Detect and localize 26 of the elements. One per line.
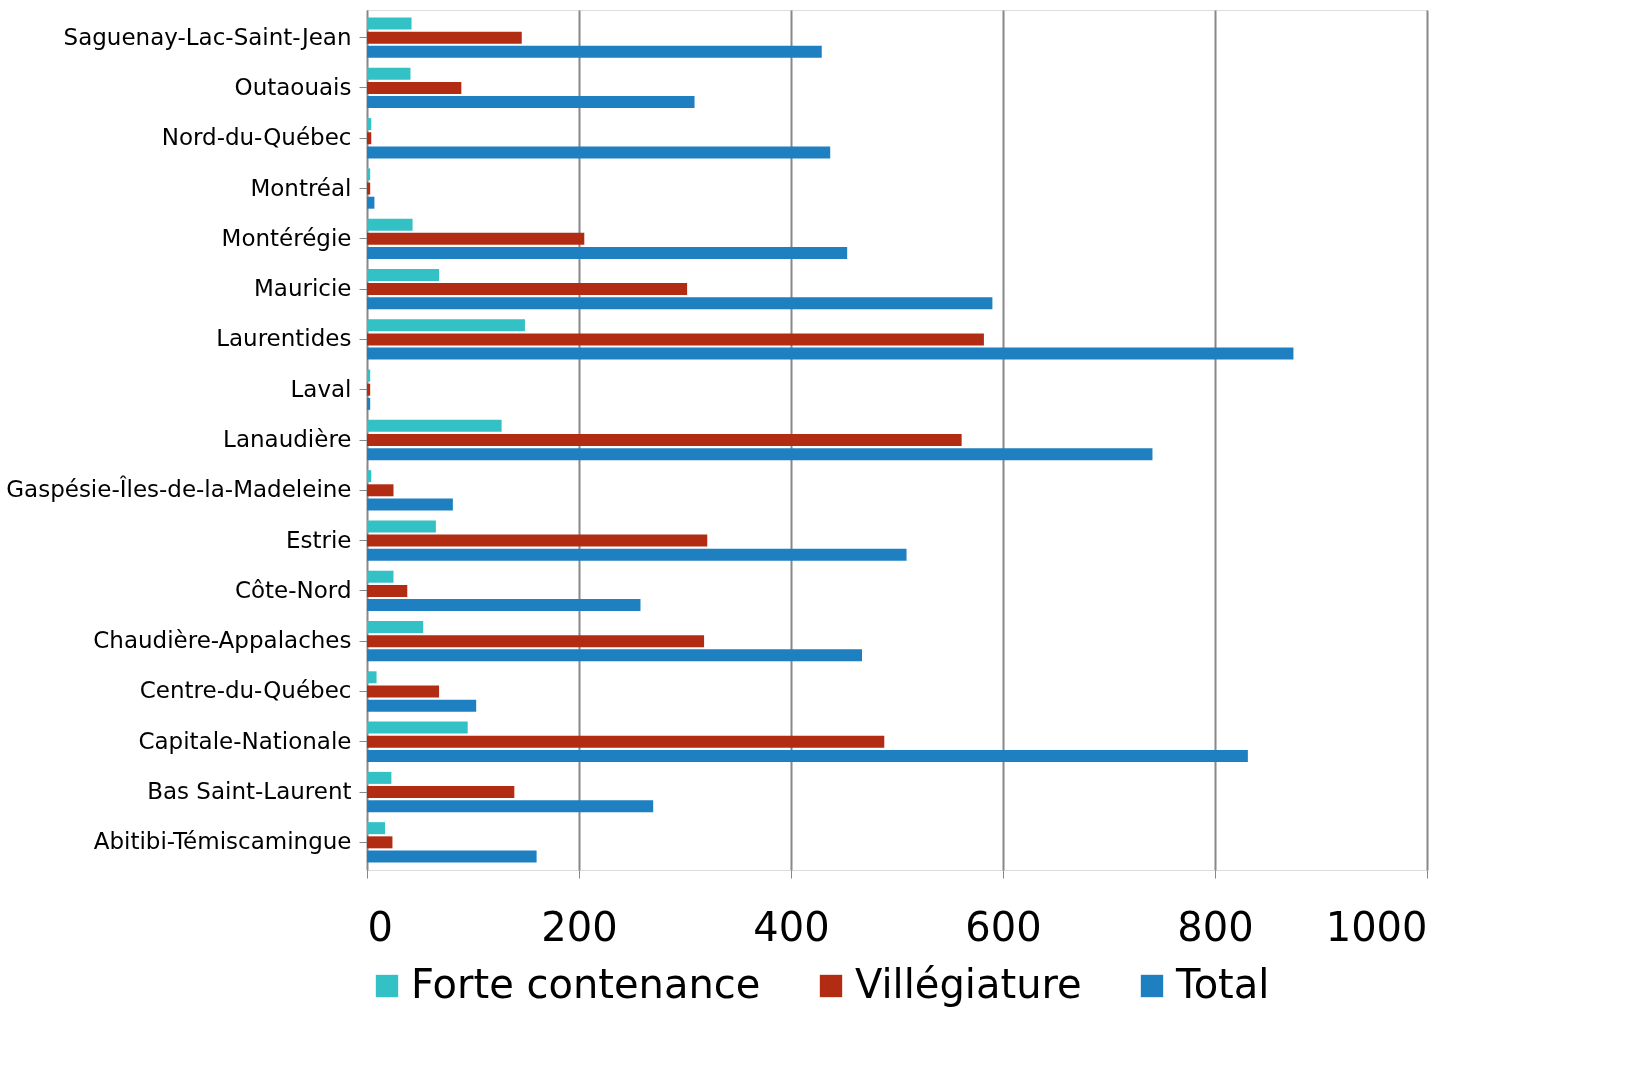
y-tick-label: Abitibi-Témiscamingue bbox=[93, 828, 352, 855]
x-tick-label: 800 bbox=[1177, 903, 1254, 950]
y-tick-label: Mauricie bbox=[253, 275, 352, 302]
y-tick-label: Laval bbox=[290, 375, 352, 402]
y-tick-label: Lanaudière bbox=[223, 426, 352, 452]
y-tick-label: Nord-du-Québec bbox=[161, 124, 352, 151]
y-tick-label: Estrie bbox=[285, 526, 352, 553]
x-tick-label: 200 bbox=[541, 903, 618, 950]
x-tick-label: 400 bbox=[753, 903, 830, 950]
legend-label: Villégiature bbox=[855, 961, 1082, 1007]
y-tick-label: Montérégie bbox=[221, 224, 352, 251]
y-tick-label: Centre-du-Québec bbox=[139, 677, 352, 704]
y-tick-label: Bas Saint-Laurent bbox=[147, 778, 352, 805]
y-tick-label: Capitale-Nationale bbox=[138, 727, 352, 754]
x-tick-label: 0 bbox=[367, 903, 393, 950]
y-tick-label: Chaudière-Appalaches bbox=[93, 627, 352, 654]
y-tick-label: Côte-Nord bbox=[234, 576, 352, 603]
x-tick-label: 1000 bbox=[1325, 903, 1428, 950]
x-tick-label: 600 bbox=[965, 903, 1042, 950]
y-tick-label: Outaouais bbox=[234, 73, 352, 100]
y-tick-label: Montréal bbox=[250, 174, 352, 201]
legend-label: Total bbox=[1175, 961, 1270, 1007]
y-tick-label: Gaspésie-Îles-de-la-Madeleine bbox=[6, 475, 352, 503]
y-tick-label: Laurentides bbox=[216, 325, 352, 352]
legend-label: Forte contenance bbox=[411, 961, 761, 1007]
y-tick-label: Saguenay-Lac-Saint-Jean bbox=[63, 23, 352, 50]
